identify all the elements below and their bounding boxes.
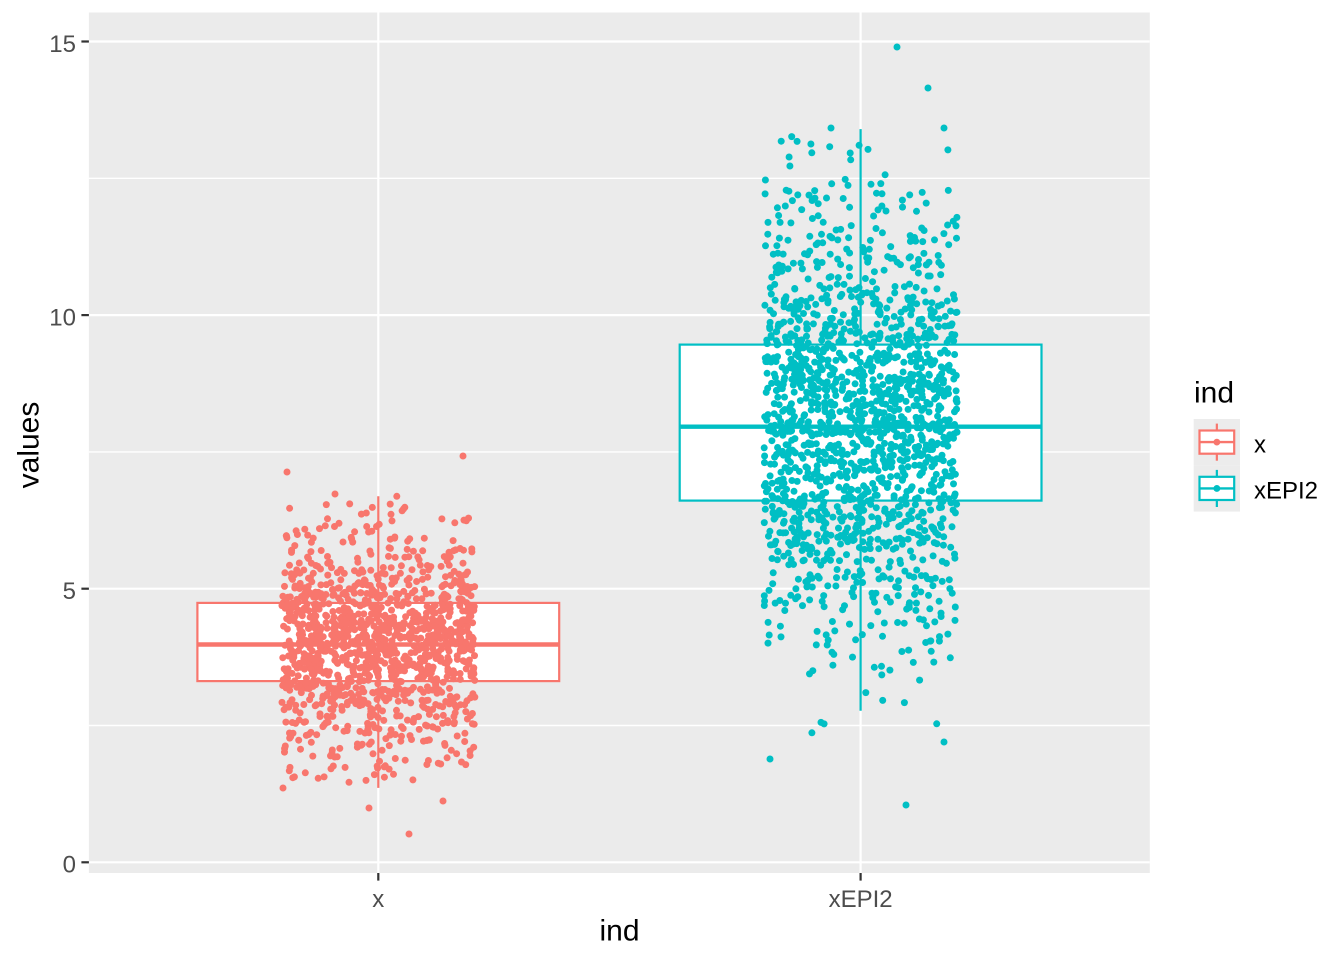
svg-text:ind: ind — [599, 915, 639, 948]
svg-text:xEPI2: xEPI2 — [829, 886, 893, 913]
svg-text:10: 10 — [49, 305, 76, 332]
svg-text:5: 5 — [63, 578, 76, 605]
svg-text:0: 0 — [63, 852, 76, 879]
svg-text:ind: ind — [1194, 377, 1234, 410]
svg-text:15: 15 — [49, 31, 76, 58]
svg-text:x: x — [1254, 431, 1266, 458]
svg-text:x: x — [372, 886, 384, 913]
svg-text:xEPI2: xEPI2 — [1254, 478, 1318, 505]
svg-text:values: values — [13, 402, 46, 489]
